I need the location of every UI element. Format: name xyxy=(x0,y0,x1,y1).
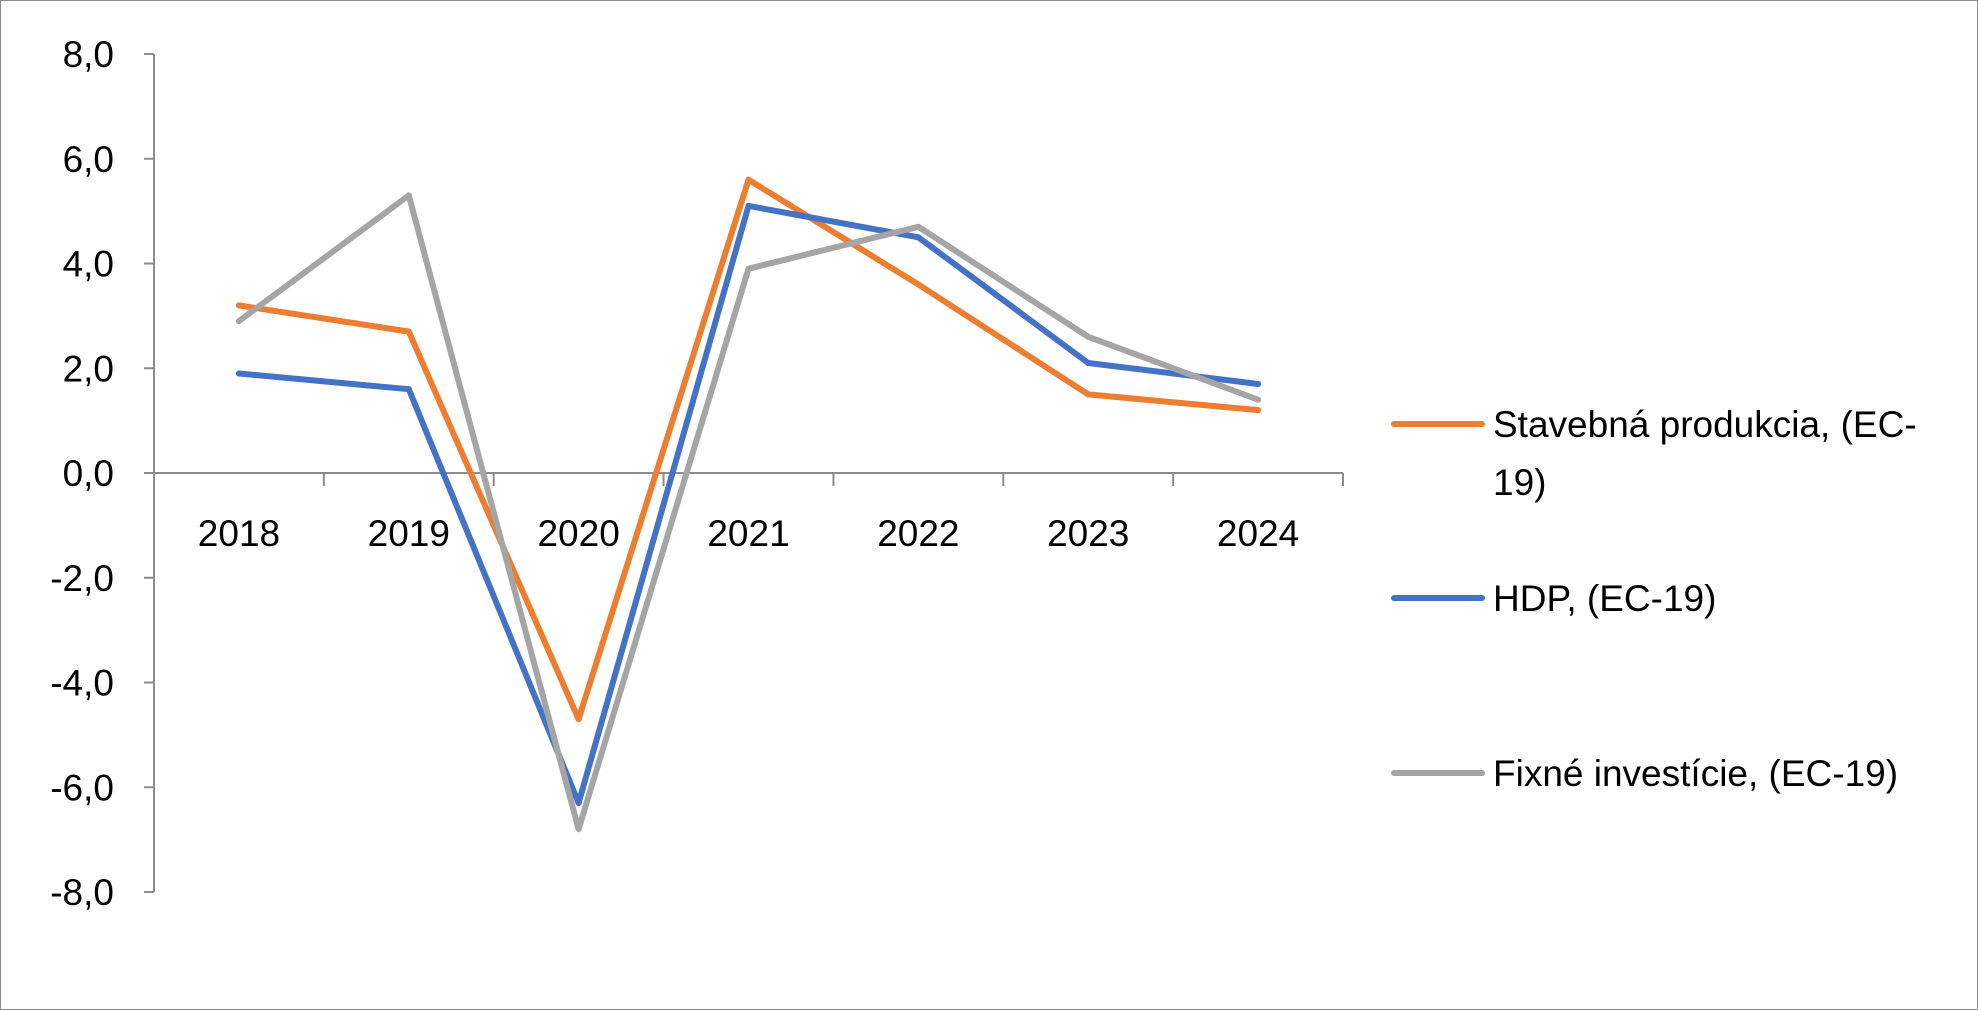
data-point xyxy=(405,386,412,393)
legend-label: Fixné investície, (EC-19) xyxy=(1493,753,1898,794)
data-point xyxy=(915,223,922,230)
data-point xyxy=(575,799,582,806)
x-tick-label: 2018 xyxy=(198,513,280,554)
data-point xyxy=(235,370,242,377)
y-tick-label: -6,0 xyxy=(50,767,114,808)
data-point xyxy=(1255,407,1262,414)
data-point xyxy=(1085,391,1092,398)
series-line-1 xyxy=(235,176,1262,723)
y-tick-label: 0,0 xyxy=(63,453,114,494)
data-point xyxy=(915,281,922,288)
axes: 8,0 6,0 4,0 2,0 0,0 -2,0 -4,0 -6,0 -8,0 2018 2019 2… xyxy=(50,34,1344,913)
data-point xyxy=(1085,333,1092,340)
series-line-2 xyxy=(235,202,1262,806)
data-point xyxy=(1255,396,1262,403)
legend-label: 19) xyxy=(1493,462,1546,503)
x-tick-label: 2021 xyxy=(707,513,789,554)
x-tick-label: 2024 xyxy=(1217,513,1299,554)
y-tick-label: 8,0 xyxy=(63,34,114,75)
x-tick-label: 2019 xyxy=(368,513,450,554)
data-point xyxy=(1255,380,1262,387)
legend-label: HDP, (EC-19) xyxy=(1493,578,1716,619)
series-lines xyxy=(235,176,1262,833)
x-tick-label: 2023 xyxy=(1047,513,1129,554)
legend-label: Stavebná produkcia, (EC- xyxy=(1493,404,1917,445)
legend: Stavebná produkcia, (EC- 19) HDP, (EC-19) F… xyxy=(1391,404,1917,794)
data-point xyxy=(1085,360,1092,367)
y-tick-label: 2,0 xyxy=(63,348,114,389)
x-tick-label: 2022 xyxy=(877,513,959,554)
data-point xyxy=(915,234,922,241)
y-tick-label: 4,0 xyxy=(63,244,114,285)
y-tick-label: -8,0 xyxy=(50,872,114,913)
data-point xyxy=(745,265,752,272)
y-tick-label: -2,0 xyxy=(50,558,114,599)
data-point xyxy=(575,826,582,833)
data-point xyxy=(405,192,412,199)
data-point xyxy=(745,176,752,183)
data-point xyxy=(405,328,412,335)
data-point xyxy=(575,716,582,723)
data-point xyxy=(235,302,242,309)
data-point xyxy=(745,202,752,209)
y-tick-label: 6,0 xyxy=(63,139,114,180)
y-tick-label: -4,0 xyxy=(50,663,114,704)
data-point xyxy=(235,318,242,325)
x-tick-label: 2020 xyxy=(537,513,619,554)
